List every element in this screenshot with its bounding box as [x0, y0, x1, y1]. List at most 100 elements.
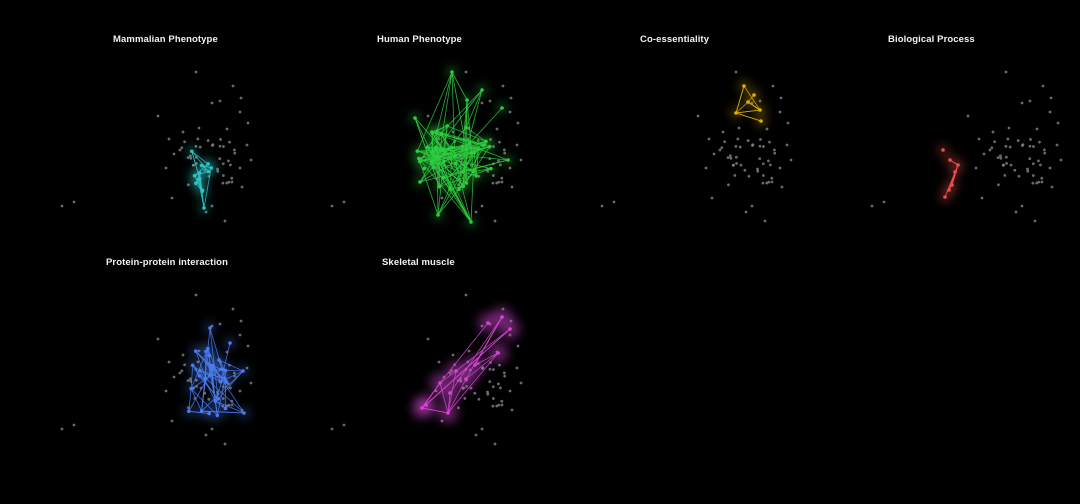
highlighted-node	[217, 358, 221, 362]
network-node	[998, 154, 1002, 158]
highlighted-node	[208, 326, 212, 330]
highlighted-node	[210, 367, 214, 372]
network-node	[233, 151, 237, 155]
network-node	[183, 363, 187, 367]
network-node	[723, 140, 727, 144]
network-edge	[209, 327, 219, 399]
highlighted-node	[223, 406, 228, 411]
network-node	[246, 344, 250, 348]
network-edge	[195, 350, 222, 383]
highlighted-node	[418, 159, 422, 164]
network-node	[467, 349, 471, 353]
network-node	[1026, 167, 1029, 171]
highlighted-node	[450, 145, 455, 150]
highlighted-node	[508, 327, 512, 331]
network-node	[612, 200, 616, 204]
network-node	[225, 181, 229, 185]
network-node	[486, 392, 490, 396]
panel-title: Skeletal muscle	[382, 257, 455, 268]
highlighted-node	[429, 159, 434, 164]
network-node	[500, 403, 504, 407]
network-node	[495, 181, 499, 185]
network-node	[194, 70, 198, 74]
network-node	[181, 353, 185, 357]
network-node	[696, 114, 700, 118]
network-node	[500, 176, 504, 180]
network-node	[210, 101, 214, 105]
network-node	[988, 148, 992, 152]
highlighted-node	[189, 386, 193, 391]
highlighted-node	[465, 98, 469, 102]
network-node	[762, 145, 765, 148]
network-edge	[473, 168, 491, 172]
highlighted-node	[956, 163, 960, 167]
network-node	[1026, 169, 1030, 173]
network-node	[497, 403, 501, 407]
network-node	[778, 110, 782, 114]
network-edge	[447, 370, 457, 414]
highlighted-node	[424, 403, 428, 407]
network-node	[763, 219, 767, 223]
network-edge	[207, 348, 218, 416]
network-edge	[443, 151, 475, 162]
network-node	[720, 146, 724, 150]
network-node	[993, 140, 997, 144]
network-node	[738, 145, 742, 149]
network-node	[778, 166, 782, 170]
highlighted-node	[422, 166, 426, 171]
network-node	[164, 389, 168, 393]
network-node	[786, 121, 790, 125]
network-node	[1014, 210, 1018, 214]
network-node	[167, 137, 171, 141]
network-node	[739, 163, 743, 167]
network-node	[249, 381, 253, 385]
network-node	[60, 204, 64, 208]
network-node	[982, 152, 986, 156]
network-node	[156, 114, 160, 118]
network-edge	[449, 185, 464, 190]
highlighted-node	[417, 156, 421, 161]
network-node	[330, 427, 334, 431]
network-node	[1009, 163, 1013, 167]
network-node	[221, 181, 225, 185]
highlighted-node	[441, 176, 446, 180]
network-node	[1049, 96, 1053, 100]
network-edge	[466, 99, 468, 184]
highlighted-node	[436, 213, 440, 217]
network-node	[1042, 148, 1046, 152]
network-node	[245, 143, 249, 147]
network-node	[707, 137, 711, 141]
network-node	[1004, 155, 1008, 159]
network-node	[491, 181, 495, 185]
network-node	[229, 386, 232, 390]
network-node	[230, 403, 234, 407]
network-edge	[439, 382, 449, 414]
panel-title: Human Phenotype	[377, 34, 462, 45]
network-edge	[435, 89, 483, 151]
network-node	[210, 204, 214, 208]
network-node	[186, 379, 190, 382]
network-node	[508, 389, 512, 393]
network-edge	[199, 370, 216, 402]
network-edge	[212, 369, 244, 372]
network-node	[206, 139, 210, 142]
network-node	[1055, 143, 1059, 147]
network-node	[721, 130, 725, 134]
network-edge	[436, 132, 485, 146]
network-node	[1040, 176, 1044, 180]
highlighted-node	[734, 111, 738, 115]
network-node	[232, 371, 236, 375]
highlighted-node	[242, 411, 246, 415]
network-node	[230, 180, 234, 184]
highlighted-node	[435, 155, 439, 160]
network-node	[977, 137, 981, 141]
network-node	[223, 219, 227, 223]
network-node	[480, 427, 484, 431]
network-node	[491, 385, 495, 389]
highlighted-node	[452, 154, 457, 159]
network-node	[1008, 145, 1012, 149]
network-node	[519, 158, 523, 162]
network-node	[759, 138, 762, 141]
network-node	[1033, 219, 1037, 223]
